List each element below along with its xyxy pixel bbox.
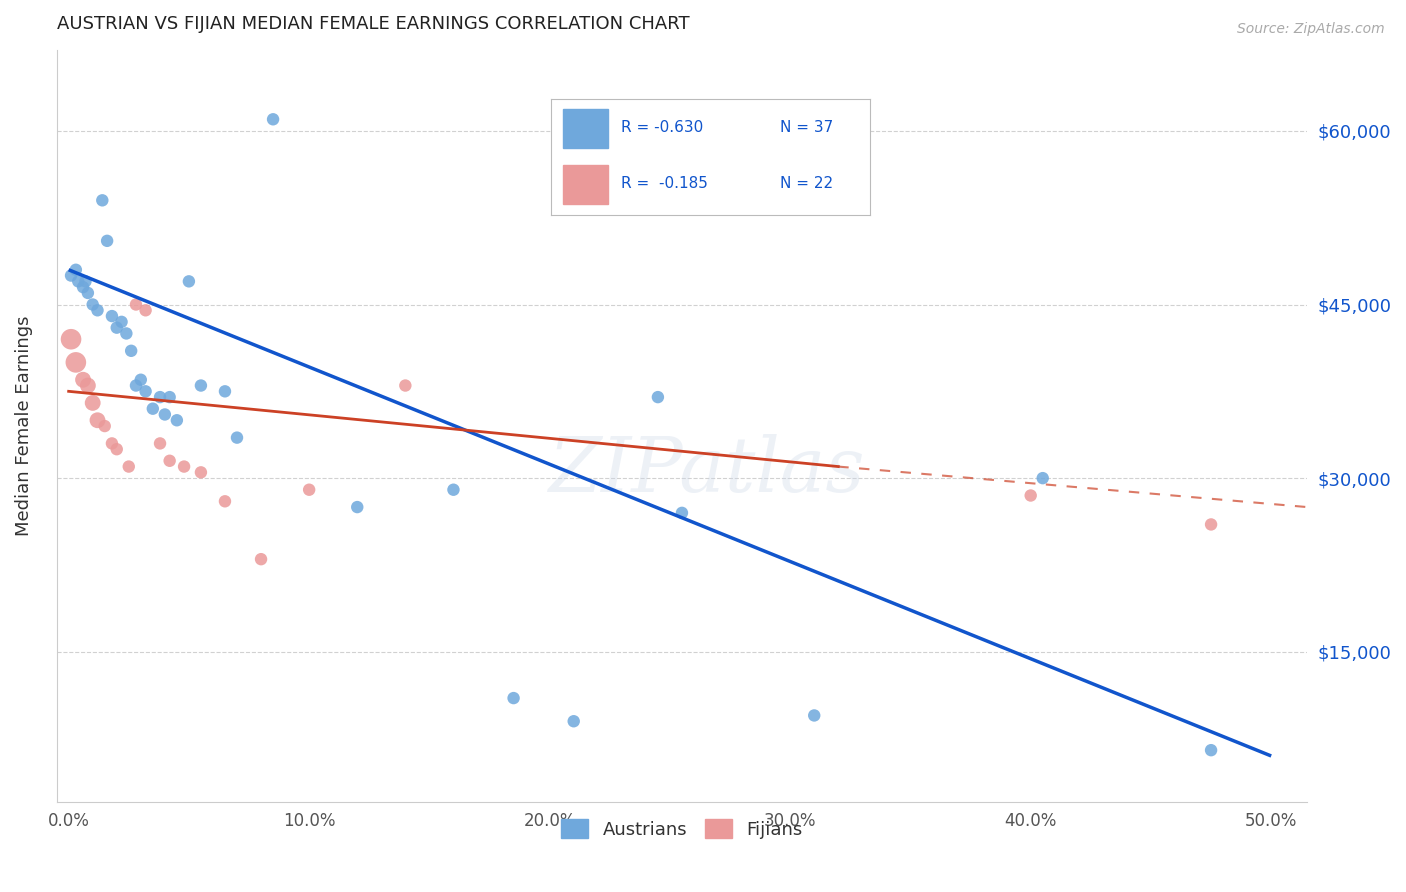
Point bbox=[115, 326, 138, 341]
Point bbox=[298, 483, 321, 497]
Point bbox=[159, 390, 181, 404]
Point bbox=[65, 262, 87, 277]
Point bbox=[562, 714, 585, 729]
Point bbox=[82, 297, 104, 311]
Point bbox=[173, 459, 195, 474]
Y-axis label: Median Female Earnings: Median Female Earnings bbox=[15, 316, 32, 536]
Point bbox=[190, 466, 212, 480]
Legend: Austrians, Fijians: Austrians, Fijians bbox=[554, 812, 810, 846]
Point bbox=[118, 459, 141, 474]
Point bbox=[346, 500, 368, 514]
Point bbox=[67, 274, 90, 288]
Point bbox=[75, 274, 97, 288]
Point bbox=[86, 413, 108, 427]
Point bbox=[394, 378, 416, 392]
Text: AUSTRIAN VS FIJIAN MEDIAN FEMALE EARNINGS CORRELATION CHART: AUSTRIAN VS FIJIAN MEDIAN FEMALE EARNING… bbox=[56, 15, 689, 33]
Point bbox=[1199, 743, 1222, 757]
Point bbox=[1032, 471, 1054, 485]
Point bbox=[125, 297, 148, 311]
Point bbox=[142, 401, 165, 416]
Point bbox=[177, 274, 200, 288]
Point bbox=[159, 454, 181, 468]
Point bbox=[82, 396, 104, 410]
Point bbox=[214, 384, 236, 399]
Point bbox=[135, 384, 157, 399]
Point bbox=[129, 373, 152, 387]
Point bbox=[72, 373, 94, 387]
Point bbox=[166, 413, 188, 427]
Point bbox=[502, 691, 524, 706]
Point bbox=[214, 494, 236, 508]
Point bbox=[226, 431, 249, 445]
Point bbox=[250, 552, 273, 566]
Point bbox=[149, 436, 172, 450]
Point bbox=[105, 320, 128, 334]
Point bbox=[443, 483, 465, 497]
Point bbox=[671, 506, 693, 520]
Point bbox=[1019, 489, 1042, 503]
Point bbox=[101, 436, 124, 450]
Point bbox=[91, 194, 114, 208]
Point bbox=[72, 280, 94, 294]
Point bbox=[93, 419, 115, 434]
Point bbox=[105, 442, 128, 457]
Point bbox=[262, 112, 284, 127]
Point bbox=[101, 309, 124, 323]
Point bbox=[647, 390, 669, 404]
Point bbox=[1199, 517, 1222, 532]
Point bbox=[60, 332, 83, 346]
Point bbox=[96, 234, 118, 248]
Point bbox=[77, 378, 100, 392]
Point bbox=[65, 355, 87, 369]
Point bbox=[153, 408, 176, 422]
Point bbox=[110, 315, 132, 329]
Point bbox=[803, 708, 825, 723]
Point bbox=[86, 303, 108, 318]
Point bbox=[125, 378, 148, 392]
Point bbox=[77, 285, 100, 300]
Point bbox=[149, 390, 172, 404]
Point bbox=[190, 378, 212, 392]
Point bbox=[60, 268, 83, 283]
Point bbox=[120, 343, 142, 358]
Text: Source: ZipAtlas.com: Source: ZipAtlas.com bbox=[1237, 22, 1385, 37]
Text: ZIPatlas: ZIPatlas bbox=[548, 434, 865, 508]
Point bbox=[135, 303, 157, 318]
